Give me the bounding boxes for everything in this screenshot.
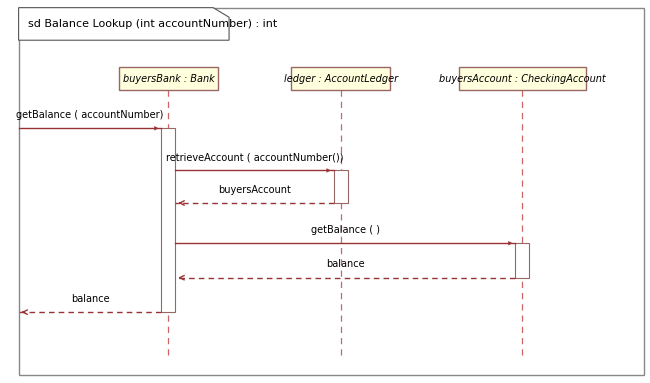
Text: ledger : AccountLedger: ledger : AccountLedger — [283, 74, 398, 83]
Text: sd Balance Lookup (int accountNumber) : int: sd Balance Lookup (int accountNumber) : … — [28, 19, 278, 29]
Polygon shape — [19, 8, 229, 40]
Text: buyersAccount : CheckingAccount: buyersAccount : CheckingAccount — [439, 74, 606, 83]
Text: buyersAccount: buyersAccount — [218, 185, 291, 195]
Text: getBalance ( accountNumber): getBalance ( accountNumber) — [16, 110, 164, 120]
Bar — [515, 243, 530, 278]
Bar — [459, 67, 586, 90]
Text: buyersBank : Bank: buyersBank : Bank — [123, 74, 214, 83]
Bar — [333, 170, 348, 203]
Text: retrieveAccount ( accountNumber()): retrieveAccount ( accountNumber()) — [166, 152, 343, 162]
Bar — [119, 67, 218, 90]
Text: balance: balance — [71, 294, 109, 304]
Bar — [291, 67, 390, 90]
Text: balance: balance — [326, 259, 365, 269]
Bar — [161, 128, 176, 312]
Text: getBalance ( ): getBalance ( ) — [311, 225, 380, 235]
